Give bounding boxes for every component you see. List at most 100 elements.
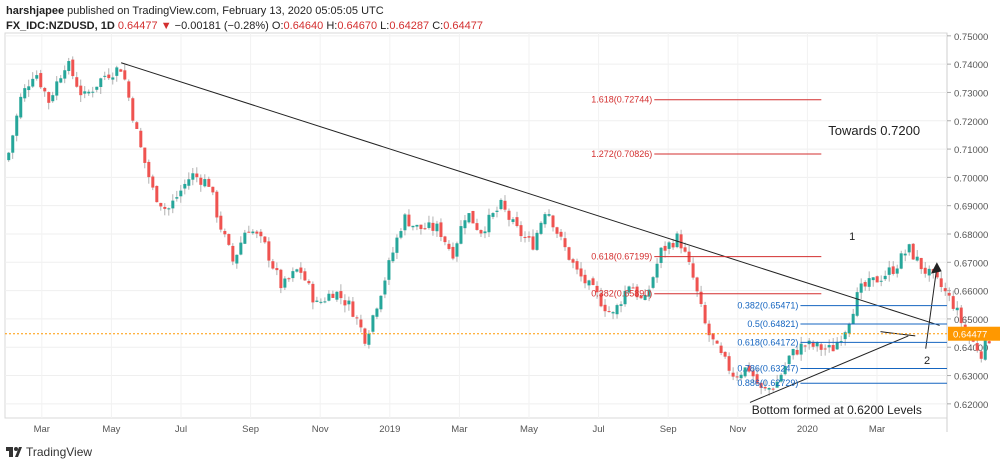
candle-body bbox=[87, 91, 91, 94]
candle-body bbox=[303, 271, 307, 281]
candle-body bbox=[575, 261, 579, 270]
candle-body bbox=[435, 223, 439, 232]
candle-body bbox=[527, 236, 531, 238]
candle-body bbox=[519, 225, 523, 237]
candle-body bbox=[795, 349, 799, 355]
candle-body bbox=[167, 208, 171, 210]
candle-body bbox=[607, 311, 611, 313]
candle-body bbox=[915, 256, 919, 261]
candle-body bbox=[383, 280, 387, 295]
candle-body bbox=[655, 263, 659, 278]
candle-body bbox=[583, 274, 587, 284]
ascending-trendline bbox=[749, 335, 909, 403]
candle-body bbox=[35, 75, 39, 79]
candle-body bbox=[39, 73, 43, 88]
candle-body bbox=[195, 173, 199, 178]
y-tick-label: 0.68000 bbox=[954, 230, 988, 241]
candle-body bbox=[895, 268, 899, 274]
candle-body bbox=[515, 217, 519, 227]
candle-body bbox=[183, 183, 187, 189]
x-tick-label: Mar bbox=[34, 424, 50, 435]
candle-body bbox=[635, 286, 639, 298]
candle-body bbox=[463, 220, 467, 229]
wave-label-2: 2 bbox=[924, 355, 930, 367]
candle-body bbox=[551, 215, 555, 228]
candle-body bbox=[843, 332, 847, 340]
fib-level-label: 1.618(0.72744) bbox=[591, 95, 652, 105]
candle-body bbox=[679, 234, 683, 249]
fib-level-label: 0.618(0.67199) bbox=[591, 252, 652, 262]
candle-body bbox=[71, 59, 75, 77]
candle-body bbox=[271, 261, 275, 269]
candle-body bbox=[619, 304, 623, 306]
annotation-towards: Towards 0.7200 bbox=[828, 123, 920, 138]
candle-body bbox=[287, 278, 291, 280]
y-tick-label: 0.70000 bbox=[954, 173, 988, 184]
candle-body bbox=[367, 333, 371, 345]
candle-body bbox=[227, 234, 231, 245]
candle-body bbox=[247, 231, 251, 233]
candle-body bbox=[531, 236, 535, 250]
fib-level-label: 0.382(0.65471) bbox=[737, 301, 798, 311]
candle-body bbox=[591, 278, 595, 285]
candle-body bbox=[723, 351, 727, 357]
candle-body bbox=[415, 224, 419, 227]
candle-body bbox=[411, 225, 415, 228]
x-tick-label: Mar bbox=[869, 424, 885, 435]
candle-body bbox=[731, 372, 735, 377]
candle-body bbox=[651, 277, 655, 288]
fib-level-label: 0.786(0.63247) bbox=[737, 364, 798, 374]
candle-body bbox=[675, 233, 679, 248]
candle-body bbox=[867, 278, 871, 287]
candle-body bbox=[203, 179, 207, 187]
candle-body bbox=[427, 222, 431, 228]
candle-body bbox=[387, 260, 391, 280]
candle-body bbox=[11, 135, 15, 153]
candle-body bbox=[791, 348, 795, 356]
candle-body bbox=[811, 341, 815, 347]
candle-body bbox=[543, 214, 547, 225]
candle-body bbox=[763, 386, 767, 389]
candle-body bbox=[159, 202, 163, 207]
projection-arrow-line bbox=[925, 272, 937, 349]
open-value: 0.64640 bbox=[283, 20, 324, 32]
candle-body bbox=[31, 78, 35, 87]
y-tick-label: 0.72000 bbox=[954, 117, 988, 128]
candle-body bbox=[959, 307, 963, 324]
symbol-label[interactable]: FX_IDC:NZDUSD, 1D bbox=[6, 20, 115, 32]
tradingview-logo[interactable]: TradingView bbox=[6, 445, 92, 459]
candle-body bbox=[855, 292, 859, 316]
y-tick-label: 0.63000 bbox=[954, 372, 988, 383]
candle-body bbox=[267, 241, 271, 261]
candle-body bbox=[779, 374, 783, 382]
candle-body bbox=[703, 305, 707, 324]
candle-body bbox=[75, 77, 79, 87]
candle-body bbox=[443, 236, 447, 243]
candle-body bbox=[419, 224, 423, 230]
candle-body bbox=[231, 245, 235, 262]
publisher-name[interactable]: harshjapee bbox=[6, 5, 65, 17]
candle-body bbox=[255, 231, 259, 234]
candle-body bbox=[279, 269, 283, 289]
candle-body bbox=[467, 213, 471, 223]
candle-body bbox=[479, 230, 483, 234]
candle-body bbox=[891, 266, 895, 274]
x-tick-label: May bbox=[102, 424, 120, 435]
candle-body bbox=[739, 374, 743, 379]
candle-body bbox=[339, 291, 343, 299]
candle-body bbox=[539, 222, 543, 234]
candle-body bbox=[935, 271, 939, 278]
candle-body bbox=[371, 315, 375, 332]
candle-body bbox=[399, 231, 403, 238]
candle-body bbox=[571, 259, 575, 263]
candle-body bbox=[555, 227, 559, 234]
candle-body bbox=[391, 252, 395, 262]
fib-level-label: 1.272(0.70826) bbox=[591, 149, 652, 159]
candle-body bbox=[487, 214, 491, 233]
candle-body bbox=[143, 147, 147, 163]
candle-body bbox=[827, 345, 831, 348]
candle-body bbox=[259, 231, 263, 237]
candle-body bbox=[7, 152, 11, 161]
y-tick-label: 0.71000 bbox=[954, 145, 988, 156]
